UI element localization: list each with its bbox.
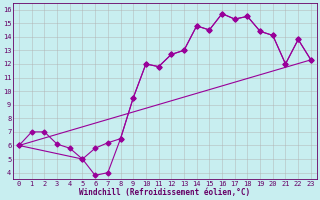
X-axis label: Windchill (Refroidissement éolien,°C): Windchill (Refroidissement éolien,°C) [79, 188, 251, 197]
